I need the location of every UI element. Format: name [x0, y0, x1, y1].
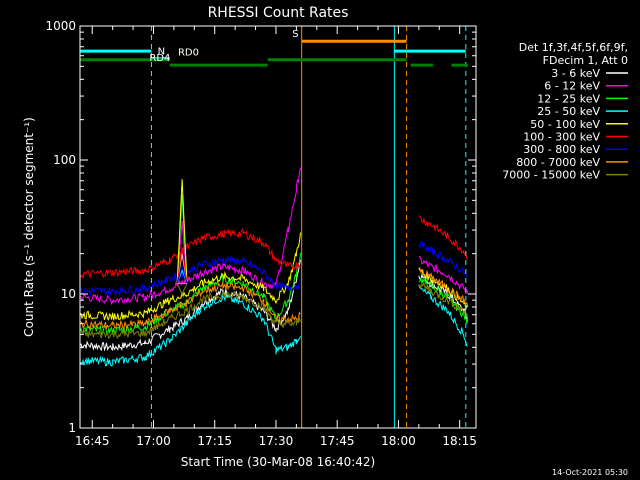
legend-label-25-50-kev: 25 - 50 keV: [537, 105, 600, 118]
y-tick-label-1: 1: [68, 421, 76, 435]
markers-layer: [79, 26, 467, 428]
series-line-50-100-kev-seg-0: [79, 232, 301, 321]
series-line-25-50-kev-seg-1: [418, 284, 469, 347]
series-line-7000-15000-kev-seg-0: [79, 290, 301, 340]
legend-label-50-100-kev: 50 - 100 keV: [530, 118, 600, 131]
chart-title: RHESSI Count Rates: [208, 5, 349, 21]
series-line-100-300-kev-seg-1: [418, 215, 469, 261]
state-bars-layer: N RD0 RD4 S: [80, 29, 468, 67]
series-line-6-12-kev-seg-0: [80, 167, 301, 306]
axis-ticks-layer: 1 10 100 1000 16:45 17:00 17:15 17:30 17:45 18:00…: [45, 19, 477, 448]
series-line-7000-15000-kev-seg-1: [418, 280, 469, 321]
date-stamp: 14-Oct-2021 05:30: [552, 468, 628, 477]
x-tick-label-1815: 18:15: [442, 434, 477, 448]
legend-label-12-25-kev: 12 - 25 keV: [537, 92, 600, 105]
series-line-800-7000-kev-seg-0: [79, 281, 301, 331]
y-tick-label-10: 10: [61, 287, 76, 301]
y-tick-label-1000: 1000: [45, 19, 76, 33]
x-tick-label-1645: 16:45: [75, 434, 110, 448]
x-tick-label-1745: 17:45: [320, 434, 355, 448]
spike-0-7000-15000-kev: [176, 283, 188, 296]
legend-label-7000-15000-kev: 7000 - 15000 keV: [502, 169, 600, 182]
legend-header-line-1: Det 1f,3f,4f,5f,6f,9f,: [519, 41, 628, 54]
series-line-3-6-kev-seg-1: [418, 272, 469, 321]
legend-header-line-2: FDecim 1, Att 0: [543, 54, 628, 67]
spike-0-100-300-kev: [176, 248, 188, 284]
state-bar-label-rd0: RD0: [178, 48, 199, 59]
series-line-300-800-kev-seg-0: [79, 255, 301, 297]
state-bar-label-rd4: RD4: [149, 53, 170, 64]
spike-0-50-100-kev: [176, 179, 188, 284]
x-tick-label-1730: 17:30: [259, 434, 294, 448]
x-tick-label-1715: 17:15: [197, 434, 232, 448]
state-bar-label-s: S: [292, 29, 298, 40]
legend-label-300-800-kev: 300 - 800 keV: [523, 143, 600, 156]
legend-label-100-300-kev: 100 - 300 keV: [523, 131, 600, 144]
x-axis-label: Start Time (30-Mar-08 16:40:42): [181, 455, 375, 469]
series-line-800-7000-kev-seg-1: [418, 267, 469, 308]
series-line-25-50-kev-seg-0: [79, 292, 301, 367]
series-layer: [79, 167, 469, 367]
legend-label-3-6-kev: 3 - 6 keV: [551, 67, 600, 80]
legend-label-800-7000-kev: 800 - 7000 keV: [516, 156, 600, 169]
series-line-300-800-kev-seg-1: [418, 240, 468, 278]
legend: Det 1f,3f,4f,5f,6f,9f, FDecim 1, Att 0 3…: [502, 41, 628, 182]
legend-label-6-12-kev: 6 - 12 keV: [544, 80, 600, 93]
series-line-100-300-kev-seg-0: [79, 228, 301, 280]
y-axis-label: Count Rate (s⁻¹ detector segment⁻¹): [22, 117, 36, 337]
x-tick-label-1800: 18:00: [381, 434, 416, 448]
y-tick-label-100: 100: [53, 153, 76, 167]
series-line-12-25-kev-seg-1: [418, 276, 469, 324]
series-line-3-6-kev-seg-0: [79, 259, 301, 352]
plot-frame: [79, 25, 477, 429]
spike-0-300-800-kev: [176, 264, 188, 284]
x-tick-label-1700: 17:00: [136, 434, 171, 448]
state-bar-label-n: N: [158, 47, 165, 58]
series-line-6-12-kev-seg-1: [418, 255, 469, 295]
